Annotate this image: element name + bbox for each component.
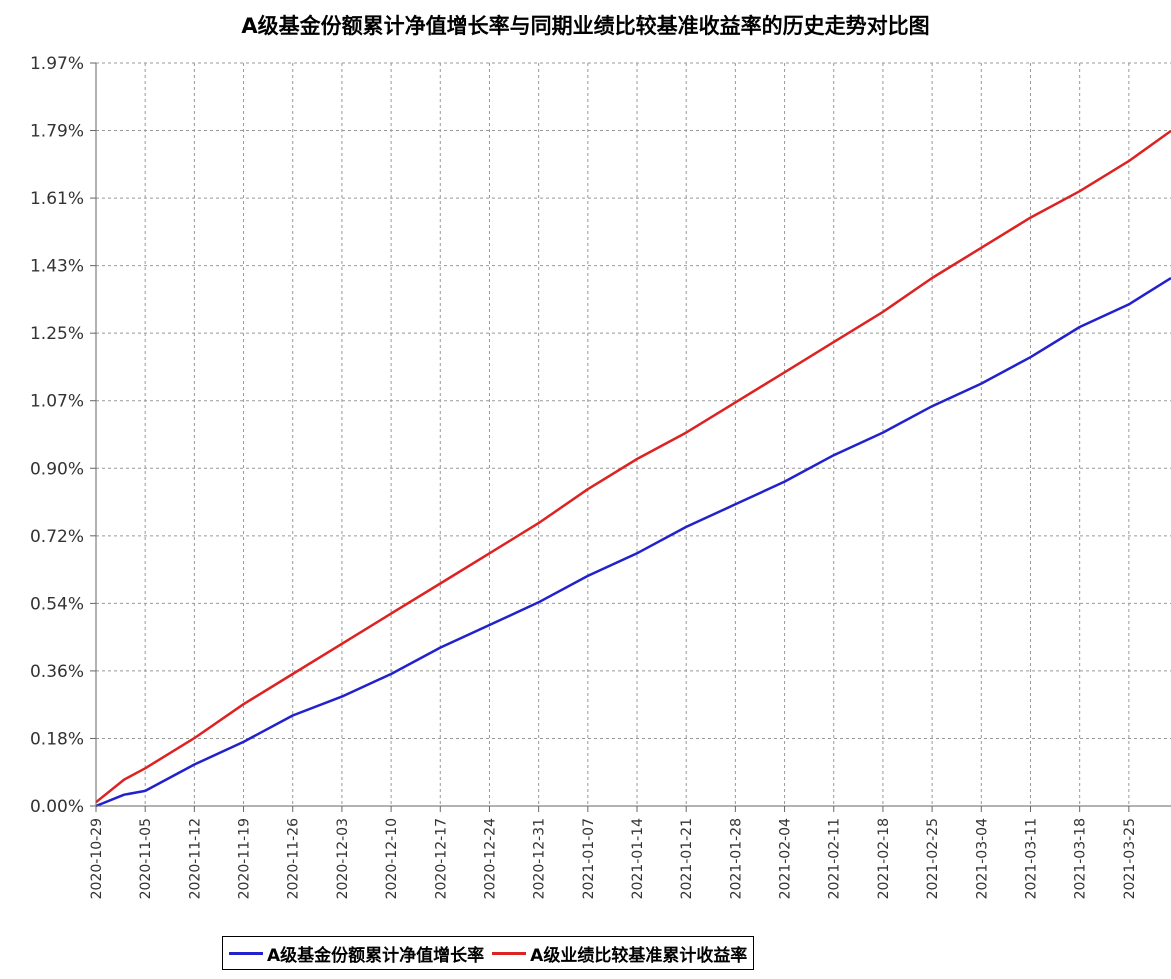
y-tick-label: 0.18% (30, 729, 84, 749)
x-tick-label: 2021-02-11 (827, 818, 843, 899)
legend-swatch-nav (229, 951, 263, 955)
grid-layer (95, 62, 1171, 807)
x-tick-label: 2020-12-17 (433, 818, 449, 899)
x-tick-label: 2021-03-11 (1023, 818, 1039, 899)
y-axis-ticks: 0.00% 0.18% 0.36% 0.54% 0.72% 0.90% 1.07% 1.25%… (30, 54, 84, 817)
y-tick-label: 1.79% (30, 122, 84, 142)
axis-layer (90, 62, 1171, 812)
x-tick-label: 2021-03-25 (1122, 818, 1138, 899)
x-tick-label: 2020-10-29 (89, 818, 105, 899)
x-tick-label: 2020-12-03 (335, 818, 351, 899)
series-line-benchmark (95, 129, 1171, 804)
x-tick-label: 2021-02-18 (876, 818, 892, 899)
legend-item-benchmark: A级业绩比较基准累计收益率 (492, 941, 747, 966)
x-tick-label: 2021-03-04 (974, 818, 990, 899)
series-line-nav (95, 276, 1171, 808)
x-tick-label: 2020-12-10 (384, 818, 400, 899)
legend-label-nav: A级基金份额累计净值增长率 (267, 945, 485, 966)
x-tick-label: 2021-02-04 (778, 818, 794, 899)
y-tick-label: 0.54% (30, 594, 84, 614)
x-tick-label: 2021-01-14 (630, 818, 646, 899)
y-tick-label: 0.90% (30, 459, 84, 479)
x-tick-label: 2020-11-12 (187, 818, 203, 899)
x-tick-label: 2021-01-28 (728, 818, 744, 899)
legend-swatch-benchmark (492, 951, 527, 955)
x-tick-label: 2021-01-21 (679, 818, 695, 899)
x-tick-label: 2020-12-31 (532, 818, 548, 899)
x-tick-label: 2021-01-07 (581, 818, 597, 899)
x-tick-label: 2020-12-24 (482, 818, 498, 899)
x-axis-ticks: 2020-10-29 2020-11-05 2020-11-12 2020-11-19… (89, 818, 1138, 899)
y-tick-label: 1.25% (30, 324, 84, 344)
chart-plot: 0.00% 0.18% 0.36% 0.54% 0.72% 0.90% 1.07% 1.25%… (30, 54, 1171, 899)
y-tick-label: 1.07% (30, 392, 84, 412)
y-tick-label: 0.36% (30, 662, 84, 682)
x-tick-label: 2020-11-05 (138, 818, 154, 899)
x-tick-label: 2020-11-26 (286, 818, 302, 899)
y-tick-label: 1.97% (30, 54, 84, 74)
legend-label-benchmark: A级业绩比较基准累计收益率 (530, 945, 748, 966)
legend: A级基金份额累计净值增长率 A级业绩比较基准累计收益率 (222, 936, 755, 970)
legend-item-nav: A级基金份额累计净值增长率 (229, 941, 484, 966)
chart-title: A级基金份额累计净值增长率与同期业绩比较基准收益率的历史走势对比图 (241, 14, 930, 38)
y-tick-label: 0.00% (30, 797, 84, 817)
series-layer (95, 129, 1171, 808)
y-tick-label: 1.43% (30, 257, 84, 277)
y-tick-label: 0.72% (30, 527, 84, 547)
y-tick-label: 1.61% (30, 189, 84, 209)
x-tick-label: 2021-02-25 (925, 818, 941, 899)
x-tick-label: 2021-03-18 (1073, 818, 1089, 899)
x-tick-label: 2020-11-19 (237, 818, 253, 899)
